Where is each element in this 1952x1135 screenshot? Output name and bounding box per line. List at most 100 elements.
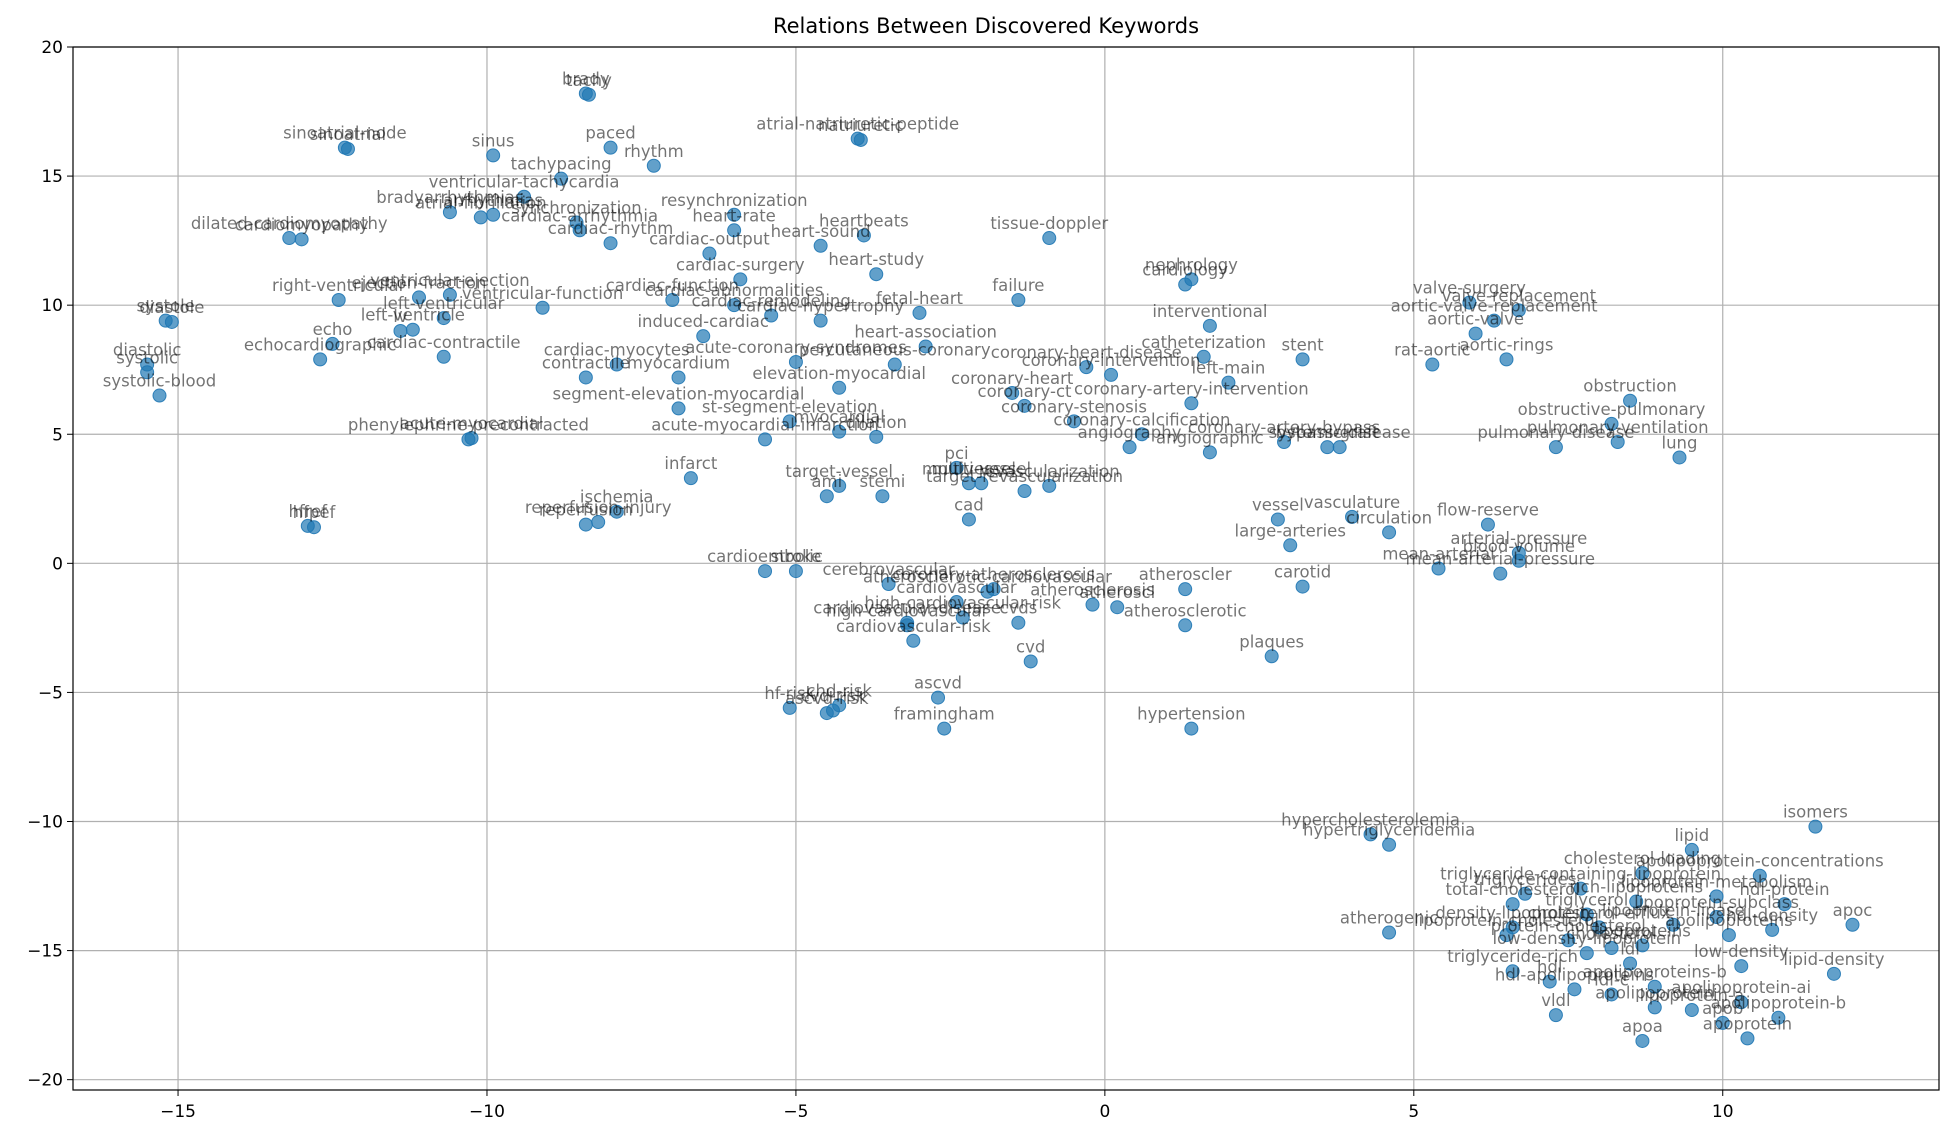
x-tick-label: 5 xyxy=(1408,1102,1419,1122)
point-label: sinus xyxy=(472,131,515,150)
point-label: coronary-ct xyxy=(978,382,1073,401)
point-label: cardiac-abnormalities xyxy=(645,281,824,300)
data-point xyxy=(832,478,847,493)
point-label: left-ventricle xyxy=(361,306,465,325)
point-label: left-main xyxy=(1191,359,1265,378)
point-label: left-ventricular xyxy=(383,294,505,313)
data-point xyxy=(918,339,933,354)
point-label: tissue-doppler xyxy=(990,214,1108,233)
data-point xyxy=(1079,360,1094,375)
point-label: cerebrovascular xyxy=(822,560,954,579)
data-point xyxy=(853,132,868,147)
data-point xyxy=(1505,964,1520,979)
data-point xyxy=(832,698,847,713)
data-point xyxy=(1085,597,1100,612)
point-label: angiographic xyxy=(1156,428,1264,447)
data-point xyxy=(671,401,686,416)
data-point xyxy=(832,380,847,395)
data-point xyxy=(294,232,309,247)
point-label: hdl-protein xyxy=(1739,880,1829,899)
point-label: valve-surgery xyxy=(1413,279,1526,298)
point-label: interventional xyxy=(1152,302,1267,321)
point-label: blood-volume xyxy=(1463,537,1575,556)
point-label: mean-arterial-pressure xyxy=(1406,550,1596,569)
point-label: aortic-rings xyxy=(1459,335,1553,354)
point-label: sinoatrial-node xyxy=(283,124,407,143)
data-point xyxy=(1684,842,1699,857)
point-label: cardiovascular-disease xyxy=(813,599,1001,618)
point-label: atrial-fibrillation xyxy=(415,193,547,212)
data-point xyxy=(1518,886,1533,901)
point-label: nephrology xyxy=(1145,255,1238,274)
data-point xyxy=(1771,1010,1786,1025)
data-point xyxy=(1011,293,1026,308)
point-label: bradyarrhythmias xyxy=(376,188,523,207)
data-point xyxy=(1134,427,1149,442)
data-point xyxy=(949,460,964,475)
data-point xyxy=(1005,385,1020,400)
data-point xyxy=(331,293,346,308)
data-point xyxy=(1808,819,1823,834)
point-label: natriuretic xyxy=(818,116,904,135)
data-point xyxy=(609,504,624,519)
point-label: hfref xyxy=(288,502,328,521)
point-label: cvd xyxy=(1016,637,1045,656)
point-label: systolic-blood xyxy=(103,372,216,391)
point-label: ami xyxy=(811,472,842,491)
point-label: cardiac-remodeling xyxy=(692,291,851,310)
point-label: lipoprotein-cholesterol xyxy=(1414,911,1599,930)
point-label: lipoprotein-lipase xyxy=(1602,901,1745,920)
data-point xyxy=(1734,995,1749,1010)
point-label: induced-cardiac xyxy=(637,312,769,331)
chart-title: Relations Between Discovered Keywords xyxy=(773,14,1199,38)
point-label: ischemia xyxy=(580,488,654,507)
data-point xyxy=(813,313,828,328)
point-label: lipoprotein-metabolism xyxy=(1621,872,1813,891)
x-tick-label: 0 xyxy=(1099,1102,1110,1122)
point-label: hf-risk xyxy=(764,684,815,703)
data-point xyxy=(832,424,847,439)
data-point xyxy=(955,610,970,625)
data-point xyxy=(1709,910,1724,925)
data-point xyxy=(1604,987,1619,1002)
data-point xyxy=(1178,618,1193,633)
point-label: large-arteries xyxy=(1235,521,1346,540)
data-point xyxy=(1604,941,1619,956)
data-point xyxy=(517,189,532,204)
x-tick-label: −15 xyxy=(160,1102,196,1122)
point-label: diastolic xyxy=(113,341,182,360)
point-label: cardiac-surgery xyxy=(676,255,805,274)
point-label: apoprotein xyxy=(1703,1014,1792,1033)
data-point xyxy=(1734,959,1749,974)
point-label: vldl xyxy=(1541,991,1570,1010)
point-label: atherogenic xyxy=(1340,909,1438,928)
data-point xyxy=(1752,868,1767,883)
data-point xyxy=(442,205,457,220)
point-label: pci xyxy=(944,444,968,463)
data-point xyxy=(464,431,479,446)
point-label: acute-coronary-syndromes xyxy=(685,338,906,357)
data-point xyxy=(1493,566,1508,581)
point-label: plaques xyxy=(1239,632,1304,651)
data-point xyxy=(1011,615,1026,630)
point-label: high-cardiovascular xyxy=(826,601,988,620)
axis-ticks: −15 −10 −5 0 5 10 −20 −15 −10 −5 0 5 10 15 20 xyxy=(27,38,1733,1122)
data-point xyxy=(813,238,828,253)
point-label: apolipoproteins xyxy=(1665,911,1793,930)
point-label: atherosclerotic-cardiovascular xyxy=(863,568,1112,587)
data-point xyxy=(912,305,927,320)
point-label: protein-cholesterol xyxy=(1491,916,1646,935)
data-point xyxy=(1184,396,1199,411)
data-point xyxy=(412,290,427,305)
point-label: resynchronization xyxy=(661,191,808,210)
point-label: rhythm xyxy=(624,142,684,161)
data-point xyxy=(300,518,315,533)
point-label: chd-risk xyxy=(806,681,872,700)
data-point xyxy=(436,311,451,326)
data-point xyxy=(1666,917,1681,932)
y-tick-label: −10 xyxy=(27,813,63,833)
point-label: stemi xyxy=(859,472,905,491)
point-label: density-lipoprotein xyxy=(1435,903,1590,922)
data-point xyxy=(1382,925,1397,940)
point-label: fetal-heart xyxy=(876,289,964,308)
